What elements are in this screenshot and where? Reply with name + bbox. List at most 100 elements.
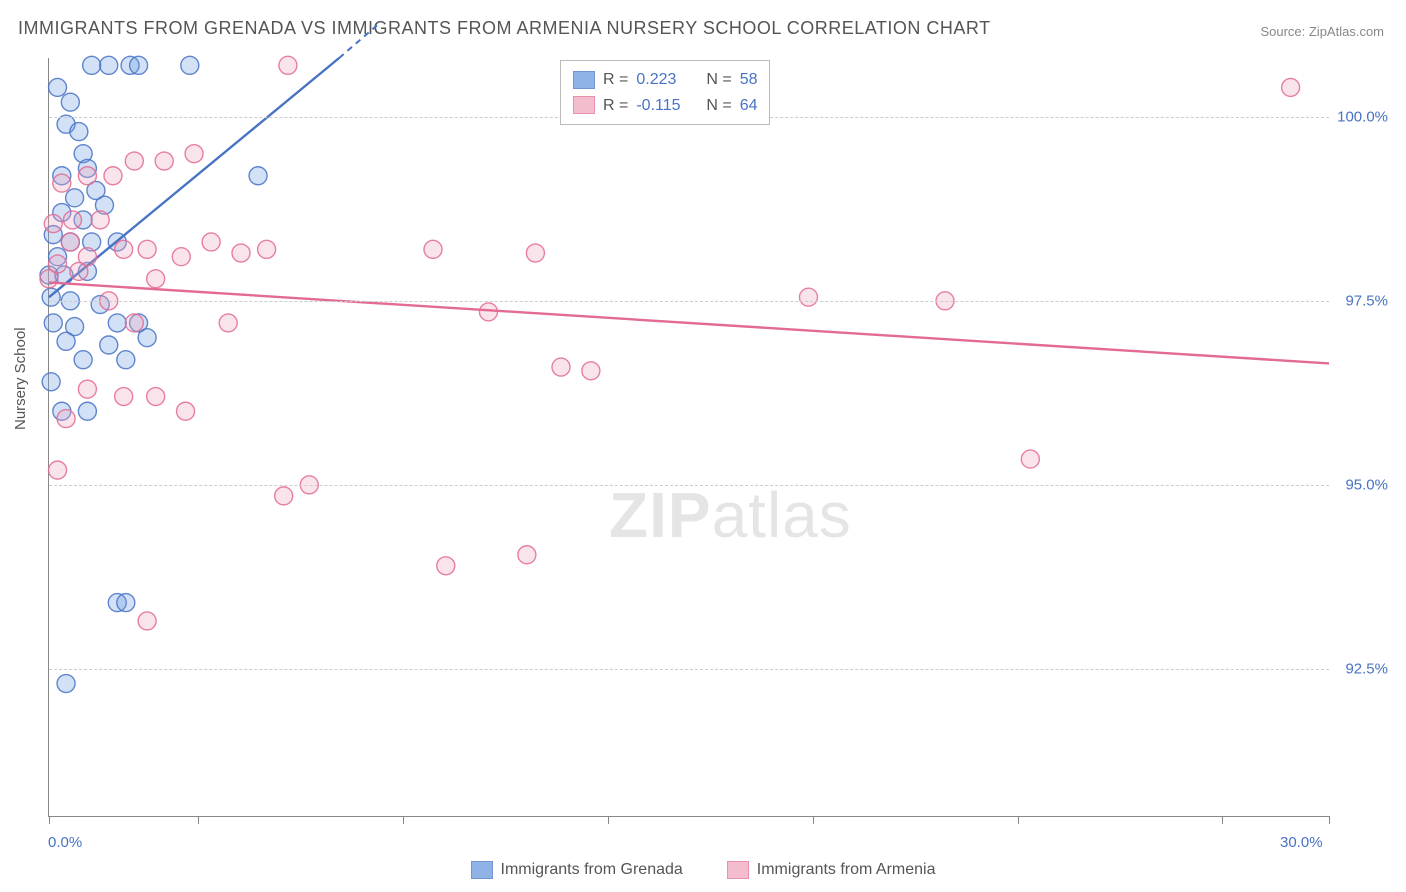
gridline-h — [49, 485, 1329, 486]
scatter-point — [78, 380, 96, 398]
scatter-point — [138, 240, 156, 258]
legend-n-value: 64 — [740, 93, 758, 119]
legend-swatch — [573, 96, 595, 114]
scatter-point — [91, 211, 109, 229]
stats-legend: R = 0.223 N = 58 R = -0.115 N = 64 — [560, 60, 770, 125]
y-tick-label: 95.0% — [1345, 476, 1388, 493]
scatter-point — [799, 288, 817, 306]
scatter-point — [61, 93, 79, 111]
series-legend-item: Immigrants from Grenada — [471, 861, 683, 879]
scatter-point — [49, 461, 67, 479]
legend-n-value: 58 — [740, 67, 758, 93]
series-name: Immigrants from Grenada — [501, 861, 683, 879]
scatter-point — [125, 314, 143, 332]
scatter-point — [202, 233, 220, 251]
scatter-point — [125, 152, 143, 170]
scatter-point — [172, 248, 190, 266]
scatter-point — [83, 56, 101, 74]
scatter-point — [57, 410, 75, 428]
scatter-point — [100, 56, 118, 74]
scatter-point — [526, 244, 544, 262]
scatter-point — [258, 240, 276, 258]
legend-row: R = 0.223 N = 58 — [573, 67, 757, 93]
scatter-point — [219, 314, 237, 332]
legend-r-label: R = — [603, 67, 628, 93]
gridline-h — [49, 301, 1329, 302]
scatter-point — [138, 612, 156, 630]
scatter-point — [49, 255, 67, 273]
gridline-h — [49, 669, 1329, 670]
scatter-point — [437, 557, 455, 575]
x-tick — [198, 816, 199, 824]
source-attribution: Source: ZipAtlas.com — [1260, 24, 1384, 39]
scatter-point — [177, 402, 195, 420]
scatter-point — [249, 167, 267, 185]
scatter-point — [57, 675, 75, 693]
x-tick — [403, 816, 404, 824]
scatter-point — [552, 358, 570, 376]
legend-r-label: R = — [603, 93, 628, 119]
x-tick — [813, 816, 814, 824]
chart-svg — [49, 58, 1329, 816]
scatter-point — [279, 56, 297, 74]
x-tick — [608, 816, 609, 824]
series-name: Immigrants from Armenia — [757, 861, 936, 879]
scatter-point — [53, 174, 71, 192]
x-tick — [1222, 816, 1223, 824]
scatter-point — [66, 189, 84, 207]
scatter-point — [117, 594, 135, 612]
y-tick-label: 100.0% — [1337, 108, 1388, 125]
trend-line — [49, 282, 1329, 363]
legend-n-label: N = — [706, 67, 731, 93]
scatter-point — [1282, 78, 1300, 96]
series-legend-item: Immigrants from Armenia — [727, 861, 936, 879]
scatter-point — [1021, 450, 1039, 468]
scatter-point — [44, 215, 62, 233]
chart-title: IMMIGRANTS FROM GRENADA VS IMMIGRANTS FR… — [18, 18, 991, 39]
scatter-point — [232, 244, 250, 262]
scatter-point — [74, 351, 92, 369]
scatter-point — [479, 303, 497, 321]
scatter-point — [78, 248, 96, 266]
y-tick-label: 97.5% — [1345, 292, 1388, 309]
scatter-point — [115, 240, 133, 258]
legend-swatch — [727, 861, 749, 879]
scatter-point — [100, 336, 118, 354]
scatter-point — [104, 167, 122, 185]
scatter-point — [57, 332, 75, 350]
scatter-point — [147, 388, 165, 406]
scatter-point — [49, 78, 67, 96]
x-tick — [49, 816, 50, 824]
x-tick — [1329, 816, 1330, 824]
scatter-point — [117, 351, 135, 369]
scatter-point — [44, 314, 62, 332]
legend-r-value: 0.223 — [636, 67, 698, 93]
scatter-point — [63, 211, 81, 229]
legend-r-value: -0.115 — [636, 93, 698, 119]
scatter-point — [70, 123, 88, 141]
scatter-point — [78, 402, 96, 420]
scatter-point — [518, 546, 536, 564]
chart-plot-area: ZIPatlas — [48, 58, 1329, 817]
scatter-point — [130, 56, 148, 74]
scatter-point — [42, 373, 60, 391]
legend-row: R = -0.115 N = 64 — [573, 93, 757, 119]
scatter-point — [138, 329, 156, 347]
legend-swatch — [573, 71, 595, 89]
y-axis-label: Nursery School — [12, 327, 29, 430]
scatter-point — [185, 145, 203, 163]
scatter-point — [61, 233, 79, 251]
scatter-point — [582, 362, 600, 380]
series-legend: Immigrants from Grenada Immigrants from A… — [0, 861, 1406, 884]
y-tick-label: 92.5% — [1345, 660, 1388, 677]
x-tick — [1018, 816, 1019, 824]
scatter-point — [78, 167, 96, 185]
scatter-point — [155, 152, 173, 170]
scatter-point — [424, 240, 442, 258]
legend-swatch — [471, 861, 493, 879]
scatter-point — [108, 314, 126, 332]
scatter-point — [275, 487, 293, 505]
x-tick-label: 30.0% — [1280, 834, 1323, 851]
legend-n-label: N = — [706, 93, 731, 119]
scatter-point — [147, 270, 165, 288]
